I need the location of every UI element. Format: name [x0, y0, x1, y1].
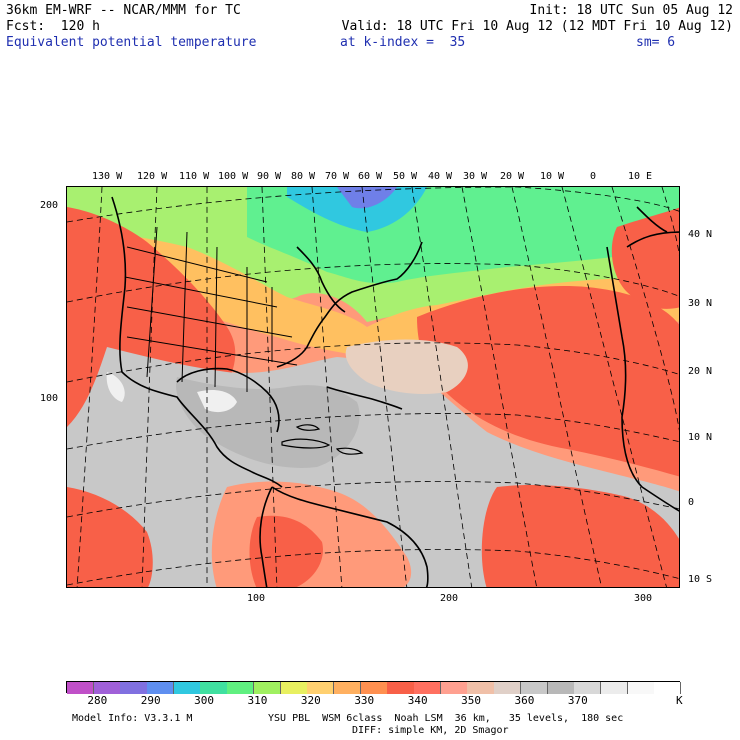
color-scale-cell	[627, 682, 655, 694]
color-scale-cell	[280, 682, 308, 694]
color-scale-cell	[307, 682, 335, 694]
color-scale-cell	[520, 682, 548, 694]
color-scale-cell	[333, 682, 362, 694]
grid-label-x-300: 300	[634, 593, 653, 604]
color-scale-tick-label: 370	[567, 694, 588, 707]
longitude-label: 10 E	[628, 171, 653, 182]
longitude-label: 30 W	[463, 171, 488, 182]
color-scale-cell	[360, 682, 388, 694]
color-scale-cell	[440, 682, 468, 694]
longitude-label: 20 W	[500, 171, 525, 182]
weather-map	[66, 186, 680, 588]
smoothing-info: sm= 6	[636, 35, 676, 50]
color-scale-cell	[120, 682, 148, 694]
longitude-label: 60 W	[358, 171, 383, 182]
latitude-label: 20 N	[688, 366, 713, 377]
grid-label-y-100: 100	[40, 393, 59, 404]
grid-label-x-200: 200	[440, 593, 459, 604]
color-scale-cell	[253, 682, 282, 694]
longitude-label: 100 W	[218, 171, 249, 182]
color-scale-tick-label: 360	[514, 694, 535, 707]
color-scale-units: K	[676, 694, 683, 707]
valid-time: Valid: 18 UTC Fri 10 Aug 12 (12 MDT Fri …	[341, 19, 733, 34]
latitude-label: 30 N	[688, 298, 713, 309]
color-scale-cell	[654, 682, 682, 694]
latitude-label: 10 N	[688, 432, 713, 443]
color-scale-cell	[494, 682, 522, 694]
latitude-label: 40 N	[688, 229, 713, 240]
field-name: Equivalent potential temperature	[6, 35, 257, 50]
color-scale-tick-label: 330	[354, 694, 375, 707]
longitude-label: 10 W	[540, 171, 565, 182]
color-scale-cell	[200, 682, 228, 694]
longitude-label: 70 W	[325, 171, 350, 182]
longitude-label: 130 W	[92, 171, 123, 182]
longitude-label: 80 W	[291, 171, 316, 182]
longitude-label: 50 W	[393, 171, 418, 182]
color-scale-cell	[147, 682, 175, 694]
color-scale-cell	[600, 682, 629, 694]
grid-label-x-100: 100	[247, 593, 266, 604]
forecast-hour: Fcst: 120 h	[6, 19, 100, 34]
color-scale-cell	[387, 682, 415, 694]
longitude-label: 90 W	[257, 171, 282, 182]
init-time: Init: 18 UTC Sun 05 Aug 12	[529, 3, 734, 18]
longitude-label: 40 W	[428, 171, 453, 182]
color-scale-bar	[66, 681, 682, 694]
longitude-label: 120 W	[137, 171, 168, 182]
color-scale-tick-label: 280	[87, 694, 108, 707]
color-scale-tick-label: 290	[140, 694, 161, 707]
color-scale-cell	[414, 682, 442, 694]
level-info: at k-index = 35	[340, 35, 466, 50]
color-scale-tick-label: 320	[300, 694, 321, 707]
color-scale-tick-label: 310	[247, 694, 268, 707]
color-scale-tick-label: 350	[461, 694, 481, 707]
color-scale-cell	[93, 682, 121, 694]
color-scale-cell	[547, 682, 575, 694]
latitude-label: 10 S	[688, 574, 713, 585]
color-scale-tick-label: 300	[194, 694, 215, 707]
longitude-label: 0	[590, 171, 597, 182]
model-title: 36km EM-WRF -- NCAR/MMM for TC	[6, 3, 241, 18]
latitude-label: 0	[688, 497, 695, 508]
grid-label-y-200: 200	[40, 200, 59, 211]
diffusion-info: DIFF: simple KM, 2D Smagor	[352, 725, 509, 736]
color-scale-tick-label: 340	[407, 694, 428, 707]
longitude-label: 110 W	[179, 171, 210, 182]
color-scale-cell	[574, 682, 602, 694]
color-scale-cell	[227, 682, 255, 694]
color-scale-cell	[67, 682, 95, 694]
model-info: Model Info: V3.3.1 M	[72, 713, 193, 724]
physics-info: YSU PBL WSM 6class Noah LSM 36 km, 35 le…	[268, 713, 624, 724]
color-scale-cell	[173, 682, 201, 694]
color-scale-cell	[467, 682, 495, 694]
